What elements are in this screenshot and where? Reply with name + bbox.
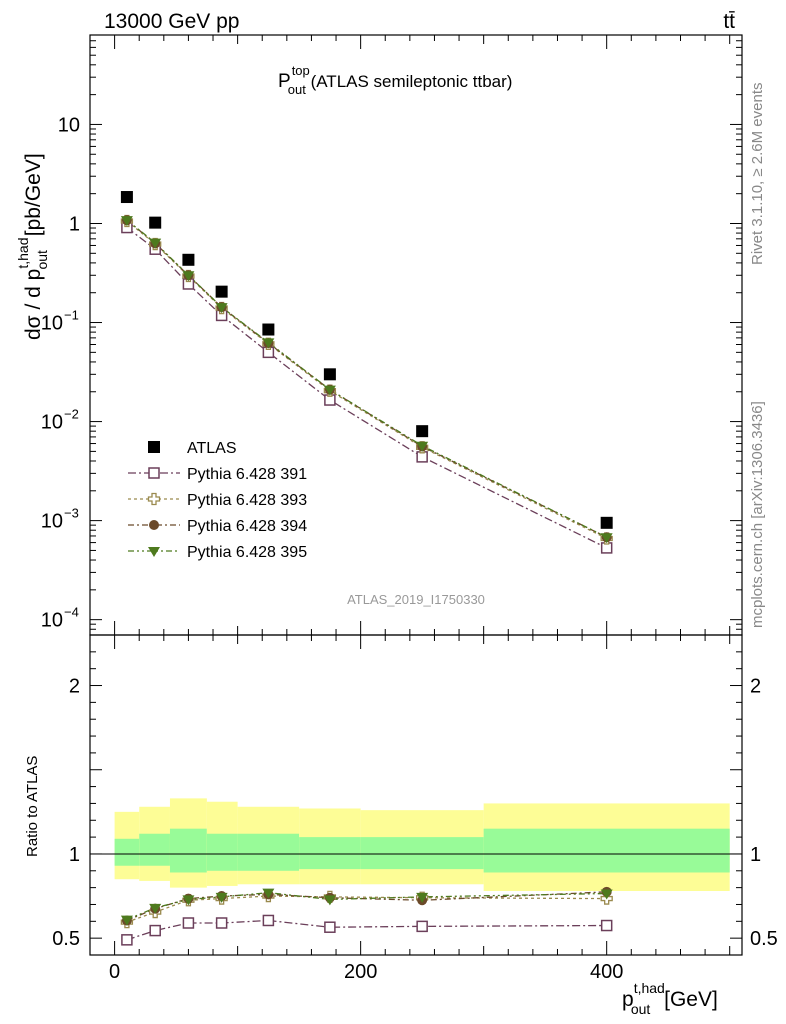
point-triangle-down: [120, 915, 133, 926]
point-triangle-down: [120, 216, 133, 227]
point-triangle-down: [149, 238, 162, 249]
point-square-filled: [416, 425, 429, 438]
point-square-open: [182, 917, 195, 929]
main-y-axis-label: dσ / d pt,had out [pb/GeV]: [15, 153, 50, 340]
point-square-open: [262, 914, 275, 927]
point-triangle-down: [182, 895, 195, 906]
point-square-filled: [120, 191, 133, 204]
legend-label: Pythia 6.428 391: [187, 466, 307, 483]
y-tick-label: 10: [58, 114, 80, 136]
band-stat: [139, 833, 170, 866]
series-line-main: [126, 219, 607, 538]
point-triangle-down: [149, 903, 162, 914]
ratio-y-tick-label: 2: [69, 676, 80, 698]
legend-label: Pythia 6.428 394: [187, 518, 307, 535]
legend: ATLAS Pythia 6.428 391 Pythia 6.428 393 Pyt…: [128, 440, 307, 561]
point-square-filled: [323, 368, 336, 381]
ratio-y-tick-label: 0.5: [52, 928, 80, 950]
data-marks: [120, 191, 613, 946]
x-axis-label: pt,had out [GeV]: [622, 980, 718, 1017]
legend-label: Pythia 6.428 395: [187, 544, 307, 561]
point-triangle-down: [600, 533, 613, 544]
point-square-open: [600, 919, 613, 932]
point-square-open: [416, 920, 428, 933]
point-square-open: [215, 917, 228, 929]
ratio-y-tick-label-right: 2: [750, 676, 761, 698]
series-line-main: [126, 220, 607, 540]
band-stat: [299, 837, 361, 870]
point-square-filled: [149, 216, 162, 229]
point-square-open: [149, 924, 161, 937]
point-triangle-down: [323, 385, 336, 396]
series-line-ratio: [126, 895, 607, 923]
rivet-label: Rivet 3.1.10, ≥ 2.6M events: [749, 83, 766, 266]
point-triangle-down: [416, 892, 429, 903]
point-square-filled: [148, 441, 160, 453]
point-square-filled: [182, 253, 195, 266]
point-square-filled: [262, 323, 275, 336]
band-stat: [483, 828, 730, 873]
ratio-y-tick-label-right: 0.5: [750, 928, 778, 950]
legend-label: Pythia 6.428 393: [187, 492, 307, 509]
ratio-y-tick-label: 1: [69, 844, 80, 866]
legend-label: ATLAS: [187, 440, 237, 457]
y-tick-label: 10: [41, 313, 63, 335]
plot-title: Ptop out (ATLAS semileptonic ttbar): [278, 63, 512, 97]
y-tick-label-exponent: −1: [64, 308, 79, 323]
ratio-y-tick-label-right: 1: [750, 844, 761, 866]
header-right: tt̄: [723, 10, 735, 33]
point-square-filled: [215, 285, 228, 298]
point-triangle-down: [262, 338, 275, 349]
y-tick-label-exponent: −3: [64, 506, 79, 521]
point-triangle-down: [262, 888, 275, 899]
x-tick-label: 400: [590, 961, 623, 983]
point-circle-filled: [149, 520, 159, 530]
series-line-main: [126, 227, 607, 549]
y-tick-label: 10: [41, 511, 63, 533]
point-square-filled: [600, 516, 613, 529]
point-cross-open: [147, 492, 161, 506]
band-stat: [237, 833, 300, 871]
series-line-ratio: [126, 891, 607, 922]
point-triangle-down: [323, 895, 336, 906]
ratio-bands: [90, 798, 742, 891]
point-square-open: [148, 467, 160, 479]
series-line-main: [126, 219, 607, 538]
y-tick-label: 1: [69, 213, 80, 235]
series-line-ratio: [126, 892, 607, 921]
ratio-y-axis-label: Ratio to ATLAS: [24, 756, 41, 857]
ratio-frame: [89, 634, 743, 956]
point-triangle-down: [416, 441, 429, 452]
y-tick-label: 10: [41, 412, 63, 434]
band-stat: [206, 833, 238, 871]
point-triangle-down: [182, 271, 195, 282]
band-stat: [169, 828, 207, 873]
band-stat: [114, 838, 140, 866]
plot-frames: [89, 34, 743, 956]
point-triangle-down: [215, 303, 228, 314]
point-triangle-down: [600, 889, 613, 900]
header-left: 13000 GeV pp: [104, 10, 239, 33]
mcplots-label: mcplots.cern.ch [arXiv:1306.3436]: [749, 401, 766, 628]
point-triangle-down: [148, 547, 160, 557]
y-tick-label-exponent: −2: [64, 407, 79, 422]
x-tick-label: 0: [109, 961, 120, 983]
x-tick-label: 200: [344, 961, 377, 983]
analysis-watermark: ATLAS_2019_I1750330: [347, 592, 485, 607]
y-tick-label-exponent: −4: [64, 605, 79, 620]
band-stat: [360, 837, 484, 870]
point-square-open: [324, 921, 336, 933]
y-tick-label: 10: [41, 610, 63, 632]
series-line-ratio: [126, 919, 607, 941]
point-triangle-down: [215, 892, 228, 903]
point-square-open: [121, 934, 133, 946]
